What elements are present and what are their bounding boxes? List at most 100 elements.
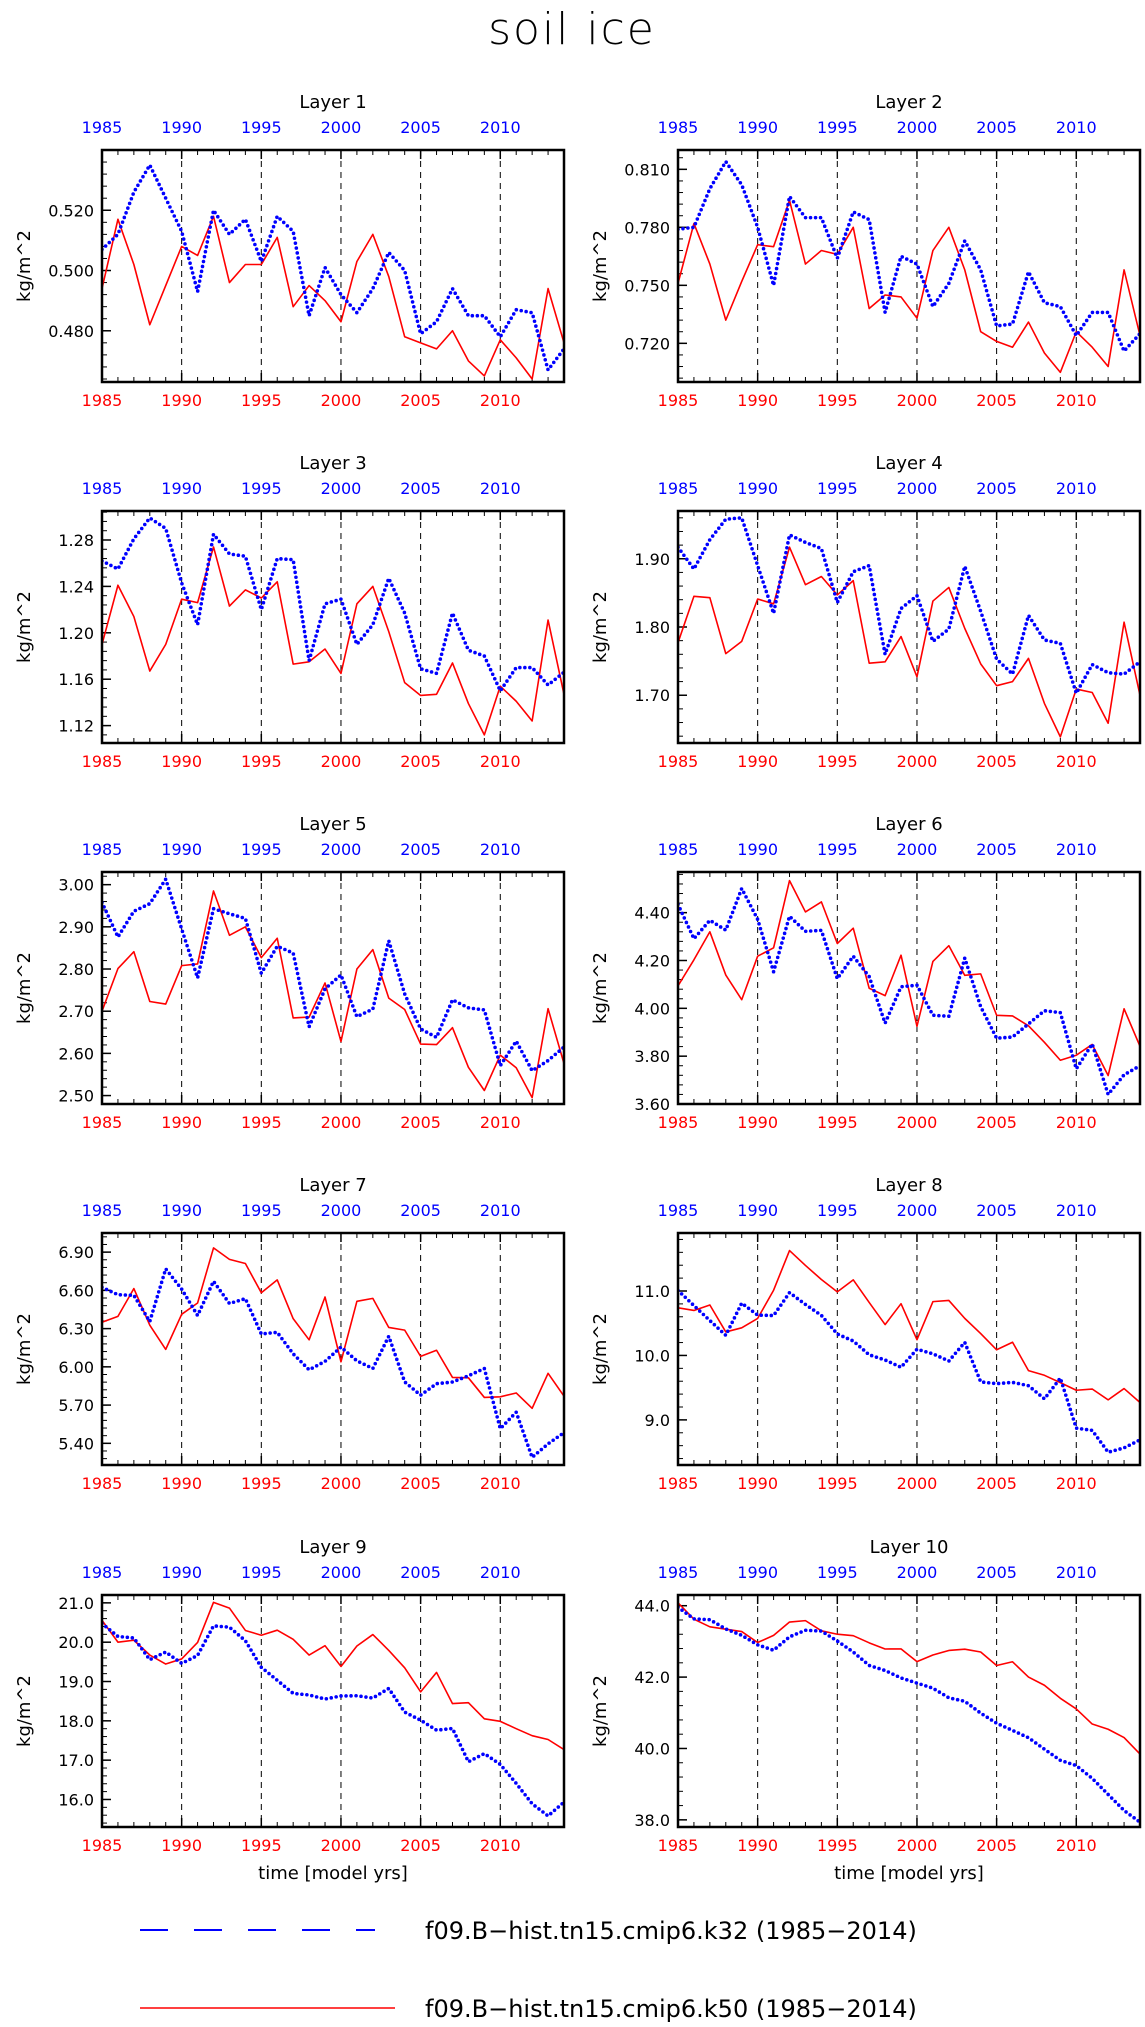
y-tick-label: 1.70 [634,686,670,705]
x-tick-label-top: 1985 [82,1201,123,1220]
y-tick-label: 1.28 [58,531,94,550]
x-axis-label: time [model yrs] [258,1863,408,1884]
y-tick-label: 6.30 [58,1320,94,1339]
series-line-k50 [678,879,1140,1077]
x-tick-label-top: 1985 [82,1563,123,1582]
x-tick-label-top: 2000 [321,840,362,859]
y-axis-label: kg/m^2 [590,952,611,1024]
plot-frame [100,1231,566,1467]
series-line-k50 [102,546,564,736]
x-tick-label-top: 2010 [1056,1563,1097,1582]
y-tick-label: 0.720 [624,334,670,353]
x-axis-label: time [model yrs] [834,1863,984,1884]
series-line-k50 [678,199,1140,374]
x-tick-label-top: 2000 [897,1201,938,1220]
x-tick-label-top: 2005 [400,840,441,859]
y-tick-label: 5.40 [58,1434,94,1453]
plot-frame [676,870,1142,1106]
x-tick-label-top: 1990 [737,1563,778,1582]
y-tick-label: 4.40 [634,904,670,923]
x-tick-label-top: 1985 [658,479,699,498]
x-tick-label-bottom: 1985 [658,1474,699,1493]
y-tick-label: 21.0 [58,1594,94,1613]
x-tick-label-bottom: 2000 [321,391,362,410]
x-tick-label-bottom: 1990 [737,752,778,771]
x-tick-label-bottom: 2000 [321,1474,362,1493]
series-line-k50 [102,890,564,1099]
x-tick-label-bottom: 2000 [897,1836,938,1855]
y-axis-label: kg/m^2 [590,591,611,663]
y-tick-label: 11.0 [634,1282,670,1301]
panel-title: Layer 9 [299,1537,366,1558]
x-tick-label-bottom: 1995 [241,1836,282,1855]
panel-7: Layer 7 1985 1985 1990 1990 1995 1995 2000 2000 2… [14,1175,566,1493]
panel-title: Layer 8 [875,1175,942,1196]
x-tick-label-top: 2005 [400,118,441,137]
x-tick-label-top: 2000 [321,1201,362,1220]
x-tick-label-bottom: 2010 [1056,1113,1097,1132]
x-tick-label-bottom: 1995 [817,1474,858,1493]
x-tick-label-bottom: 2010 [480,1113,521,1132]
y-tick-label: 18.0 [58,1712,94,1731]
panel-title: Layer 1 [299,92,366,113]
panel-4: Layer 4 1985 1985 1990 1990 1995 1995 2000 2000 2… [590,453,1142,771]
x-tick-label-bottom: 1995 [817,1836,858,1855]
y-tick-label: 3.60 [634,1095,670,1114]
x-tick-label-bottom: 2005 [976,1474,1017,1493]
x-tick-label-bottom: 1990 [161,752,202,771]
panel-title: Layer 6 [875,814,942,835]
x-tick-label-top: 2005 [976,118,1017,137]
x-tick-label-top: 1995 [241,840,282,859]
series-line-k32 [678,1605,1140,1824]
y-tick-label: 3.80 [634,1047,670,1066]
y-tick-label: 1.24 [58,577,94,596]
x-tick-label-top: 1985 [658,1563,699,1582]
series-line-k32 [102,1267,564,1460]
x-tick-label-bottom: 1985 [82,1113,123,1132]
x-tick-label-top: 2000 [897,840,938,859]
y-tick-label: 4.00 [634,999,670,1018]
y-axis-label: kg/m^2 [14,1313,35,1385]
panel-3: Layer 3 1985 1985 1990 1990 1995 1995 2000 2000 2… [14,453,566,771]
x-tick-label-top: 2010 [480,1563,521,1582]
x-tick-label-bottom: 1985 [82,752,123,771]
x-tick-label-top: 1990 [737,479,778,498]
x-tick-label-top: 1985 [82,479,123,498]
y-tick-label: 20.0 [58,1633,94,1652]
series-line-k50 [102,1247,564,1410]
y-tick-label: 1.80 [634,618,670,637]
x-tick-label-top: 2010 [1056,840,1097,859]
x-tick-label-top: 2010 [480,840,521,859]
x-tick-label-top: 2000 [321,479,362,498]
y-tick-label: 1.20 [58,624,94,643]
x-tick-label-bottom: 2005 [400,391,441,410]
y-axis-label: kg/m^2 [14,230,35,302]
x-tick-label-bottom: 1995 [817,1113,858,1132]
x-tick-label-bottom: 1995 [241,752,282,771]
y-tick-label: 2.50 [58,1087,94,1106]
y-tick-label: 3.00 [58,876,94,895]
x-tick-label-bottom: 1985 [82,391,123,410]
panel-6: Layer 6 1985 1985 1990 1990 1995 1995 2000 2000 2… [590,814,1142,1132]
x-tick-label-top: 1990 [161,1201,202,1220]
x-tick-label-bottom: 2010 [1056,752,1097,771]
x-tick-label-bottom: 1995 [817,752,858,771]
x-tick-label-bottom: 1985 [658,1113,699,1132]
plot-frame [100,870,566,1106]
x-tick-label-top: 1995 [241,1201,282,1220]
y-tick-label: 40.0 [634,1739,670,1758]
x-tick-label-top: 1995 [817,1201,858,1220]
x-tick-label-bottom: 2000 [897,1474,938,1493]
panel-8: Layer 8 1985 1985 1990 1990 1995 1995 2000 2000 2… [590,1175,1142,1493]
y-axis-label: kg/m^2 [590,230,611,302]
x-tick-label-bottom: 1995 [241,1474,282,1493]
y-axis-label: kg/m^2 [590,1313,611,1385]
plot-frame [676,1593,1142,1829]
y-tick-label: 2.80 [58,960,94,979]
x-tick-label-bottom: 1985 [658,391,699,410]
x-tick-label-bottom: 1985 [82,1836,123,1855]
legend: f09.B−hist.tn15.cmip6.k32 (1985−2014) f0… [140,1917,917,2023]
y-tick-label: 6.00 [58,1358,94,1377]
x-tick-label-top: 1990 [737,840,778,859]
